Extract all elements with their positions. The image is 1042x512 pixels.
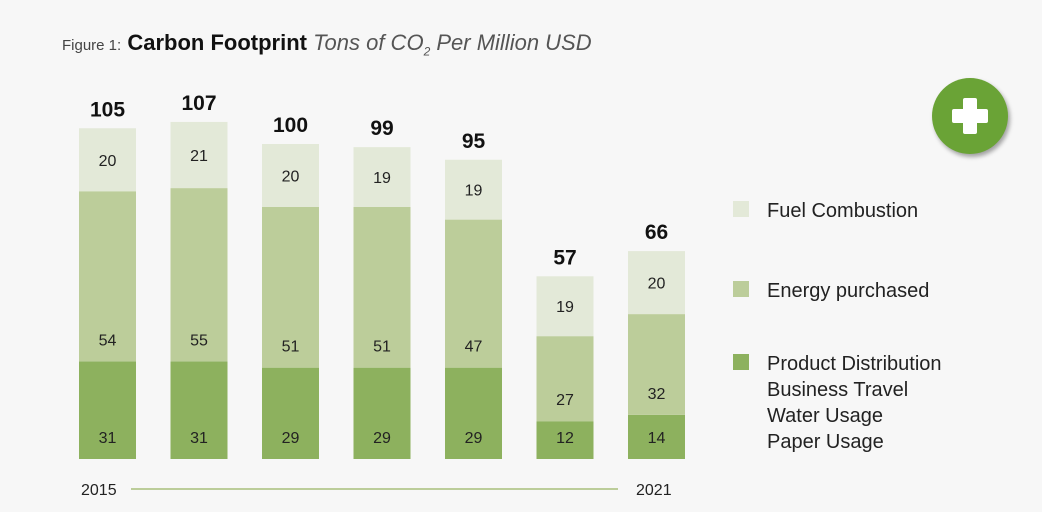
bar-total-label: 105 [90,98,125,121]
segment-value-label: 19 [465,183,483,200]
segment-value-label: 19 [556,299,574,316]
segment-value-label: 29 [465,430,483,447]
segment-value-label: 14 [648,430,666,447]
x-end-label: 2021 [636,482,672,499]
segment-value-label: 20 [282,169,300,186]
legend-swatch [733,201,749,217]
chart-title: Figure 1: Carbon Footprint Tons of CO2 P… [62,30,592,58]
segment-value-label: 31 [99,430,117,447]
bar-segment [79,191,136,362]
bar-segment [170,188,228,362]
bar-segment [79,361,136,459]
stacked-bar-chart: 31 54 20 105 31 55 21 107 29 51 20 100 29 51 19 99 29 47 1… [79,92,685,499]
title-subtitle: Tons of CO2 Per Million USD [313,30,592,59]
segment-value-label: 29 [373,430,391,447]
segment-value-label: 31 [190,430,208,447]
segment-value-label: 32 [648,386,666,403]
segment-value-label: 20 [648,276,666,293]
legend-label: Fuel Combustion [767,200,919,222]
bar-segment [262,144,319,207]
bar-segment [628,414,685,459]
bar-segment [353,367,411,459]
bar-segment [445,219,502,368]
bar-segment [353,147,411,207]
segment-value-label: 55 [190,332,208,349]
bar-segment [170,121,228,189]
bar-total-label: 57 [553,246,576,269]
bar-segment [445,159,502,220]
segment-value-label: 20 [99,153,117,170]
segment-value-label: 19 [373,170,391,187]
bar-segment [628,251,685,315]
title-main: Carbon Footprint [127,30,307,55]
bar-segment [628,314,685,415]
segment-value-label: 27 [556,392,574,409]
bar-segment [170,361,228,459]
segment-value-label: 51 [373,339,391,356]
figure-label: Figure 1: [62,37,122,54]
x-start-label: 2015 [81,482,117,499]
bar-segment [353,207,411,368]
segment-value-label: 12 [556,430,574,447]
bar-total-label: 95 [462,130,486,153]
bar-segment [536,276,594,337]
bar-segment [536,336,594,422]
segment-value-label: 54 [99,332,117,349]
bar-segment [262,367,319,459]
legend-swatch [733,354,749,370]
add-button[interactable] [932,78,1008,154]
bar-segment [445,367,502,459]
segment-value-label: 51 [282,339,300,356]
segment-value-label: 29 [282,430,300,447]
bar-segment [262,207,319,368]
segment-value-label: 47 [465,339,483,356]
bar-total-label: 100 [273,114,308,137]
bar-total-label: 99 [370,117,393,140]
bar-segment [536,421,594,459]
bar-total-label: 66 [645,221,668,244]
bar-total-label: 107 [181,92,216,115]
legend-label: Energy purchased [767,280,930,302]
legend-label: Product Distribution Business Travel Wat… [767,353,942,453]
segment-value-label: 21 [190,148,208,165]
legend-swatch [733,281,749,297]
bar-segment [79,128,136,192]
